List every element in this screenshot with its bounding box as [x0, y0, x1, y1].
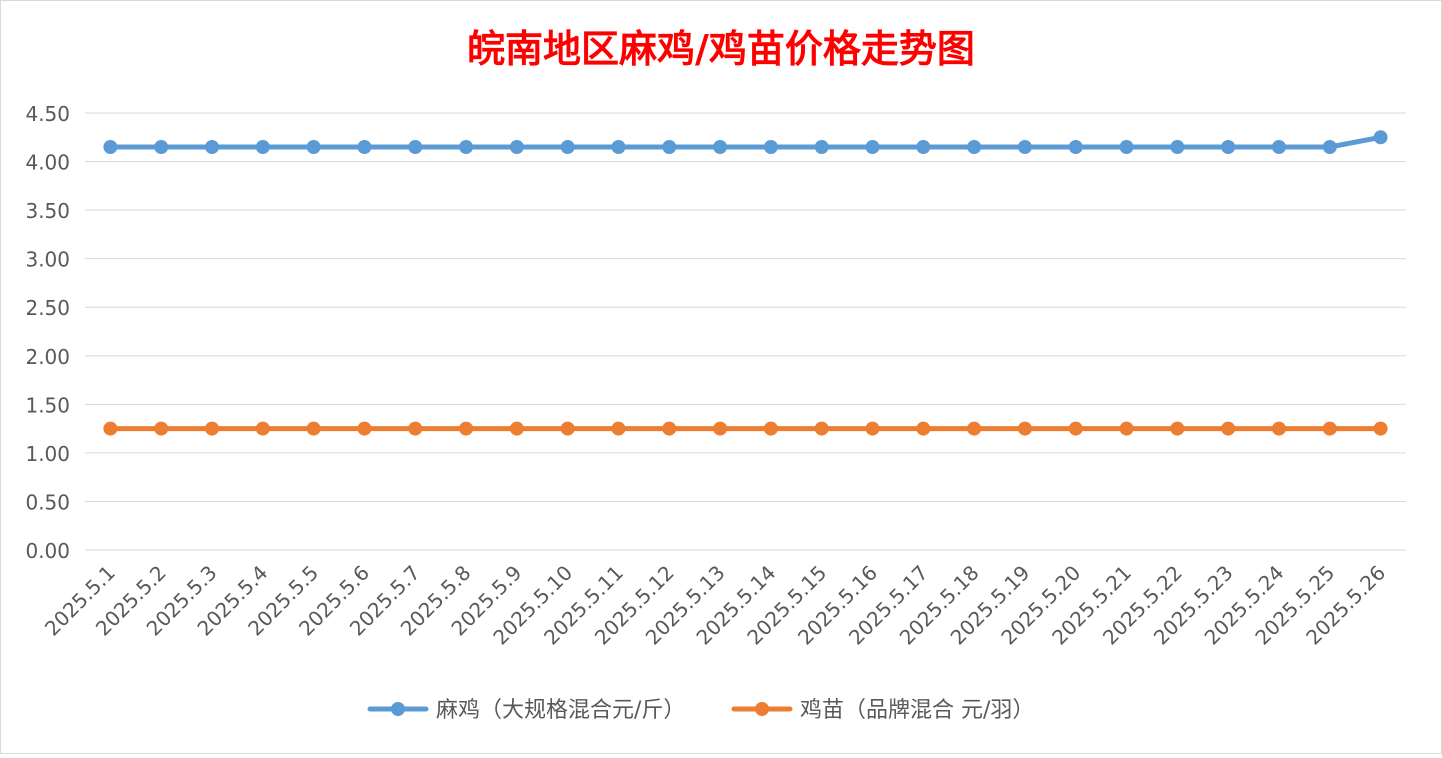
chart-title: 皖南地区麻鸡/鸡苗价格走势图 [467, 27, 975, 71]
data-point [560, 421, 575, 436]
data-point [763, 139, 778, 154]
y-tick-label: 2.50 [25, 296, 70, 320]
y-tick-label: 1.00 [25, 442, 70, 466]
y-tick-label: 2.00 [25, 345, 70, 369]
data-point [1017, 139, 1032, 154]
data-point [408, 139, 423, 154]
data-point [1017, 421, 1032, 436]
data-point [916, 421, 931, 436]
data-point [916, 139, 931, 154]
data-point [1068, 139, 1083, 154]
data-point [1119, 139, 1134, 154]
data-point [306, 139, 321, 154]
series-layer [103, 130, 1388, 436]
data-point [205, 421, 220, 436]
data-point [205, 139, 220, 154]
data-point [1119, 421, 1134, 436]
y-tick-label: 1.50 [25, 393, 70, 417]
legend: 麻鸡（大规格混合元/斤） 鸡苗（品牌混合 元/羽） [367, 698, 1034, 723]
data-point [255, 139, 270, 154]
data-point [763, 421, 778, 436]
data-point [1271, 421, 1286, 436]
data-point [1271, 139, 1286, 154]
y-tick-label: 4.50 [25, 102, 70, 126]
data-point [662, 421, 677, 436]
series-line-0 [107, 134, 1384, 150]
data-point [459, 421, 474, 436]
legend-swatch-marker [755, 702, 769, 716]
data-point [611, 139, 626, 154]
data-point [1068, 421, 1083, 436]
data-point [154, 139, 169, 154]
gridlines [85, 112, 1406, 551]
y-tick-label: 3.50 [25, 199, 70, 223]
data-point [408, 421, 423, 436]
legend-swatch-marker [391, 702, 405, 716]
data-point [611, 421, 626, 436]
data-point [154, 421, 169, 436]
y-tick-label: 0.50 [25, 490, 70, 514]
data-point [255, 421, 270, 436]
y-tick-label: 4.00 [25, 151, 70, 175]
y-tick-label: 0.00 [25, 539, 70, 563]
data-point [967, 139, 982, 154]
y-tick-label: 3.00 [25, 248, 70, 272]
data-point [865, 139, 880, 154]
data-point [1221, 139, 1236, 154]
data-point [1373, 421, 1388, 436]
data-point [1170, 421, 1185, 436]
data-point [967, 421, 982, 436]
data-point [306, 421, 321, 436]
data-point [1170, 139, 1185, 154]
legend-label: 鸡苗（品牌混合 元/羽） [800, 698, 1034, 723]
data-point [103, 421, 118, 436]
data-point [357, 139, 372, 154]
data-point [509, 139, 524, 154]
data-point [865, 421, 880, 436]
data-point [357, 421, 372, 436]
legend-label: 麻鸡（大规格混合元/斤） [436, 698, 685, 723]
data-point [103, 139, 118, 154]
data-point [459, 139, 474, 154]
data-point [1221, 421, 1236, 436]
data-point [1373, 130, 1388, 145]
data-point [814, 139, 829, 154]
data-point [713, 139, 728, 154]
data-point [814, 421, 829, 436]
data-point [1322, 421, 1337, 436]
data-point [662, 139, 677, 154]
data-point [560, 139, 575, 154]
y-axis-ticks: 0.00 0.50 1.00 1.50 2.00 2.50 3.00 3.50 4.00 4.50 [25, 102, 70, 563]
data-point [509, 421, 524, 436]
data-point [1322, 139, 1337, 154]
data-point [713, 421, 728, 436]
